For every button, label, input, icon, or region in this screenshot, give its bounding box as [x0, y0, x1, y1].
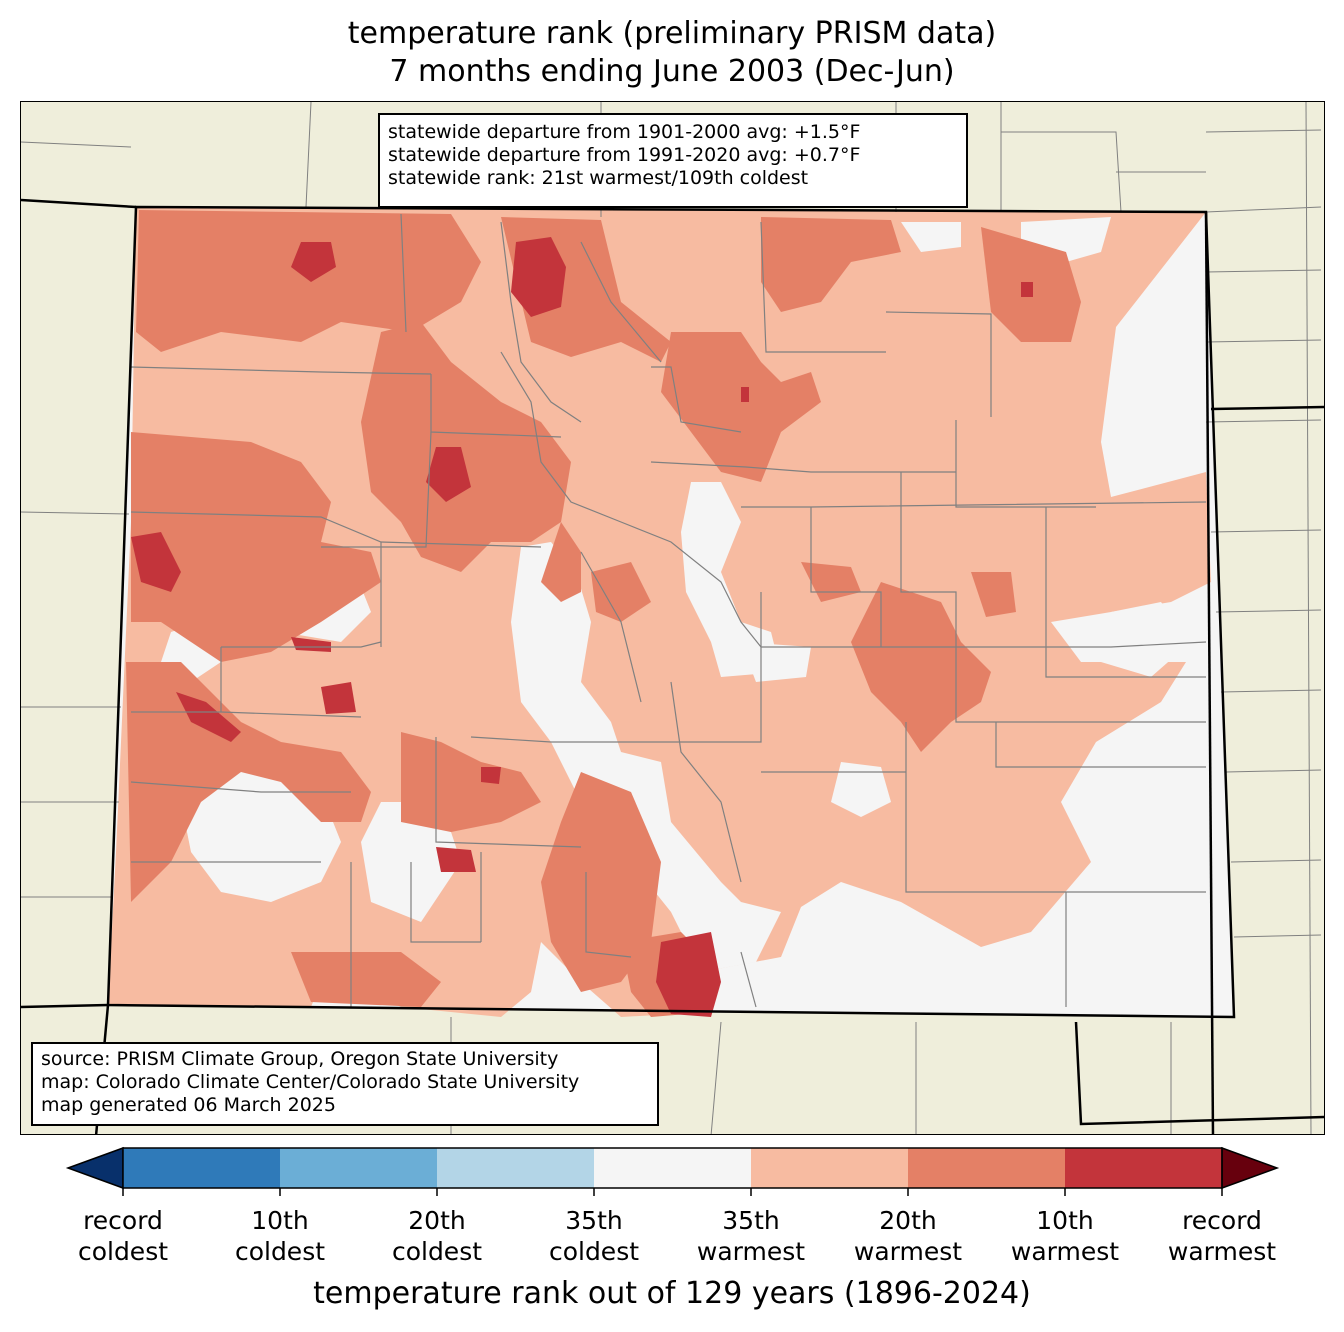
colorbar-segment-3 [437, 1148, 594, 1188]
colorbar-tick-label-rank: 20th [408, 1206, 466, 1235]
colorbar-tick-label-direction: warmest [1010, 1237, 1120, 1266]
colorbar-tick-label-direction: coldest [234, 1237, 326, 1266]
colorbar-segment-1 [123, 1148, 280, 1188]
state-boundaries [21, 198, 1324, 1134]
stats-statewide-rank: statewide rank: 21st warmest/109th colde… [388, 167, 809, 189]
source-line: source: PRISM Climate Group, Oregon Stat… [41, 1048, 559, 1070]
stats-departure-1991-2020: statewide departure from 1991-2020 avg: … [388, 144, 861, 166]
colorbar-segment-5 [751, 1148, 908, 1188]
county-boundaries [130, 213, 1207, 1008]
colorado-temperature-rank-map [20, 101, 1325, 1135]
colorbar-segment-2 [280, 1148, 437, 1188]
colorbar-tick-label-direction: warmest [853, 1237, 963, 1266]
colorbar-tick-label: 20th coldest [357, 1205, 517, 1267]
colorbar-arrow-record-coldest [65, 1146, 124, 1190]
colorbar-tick-label-rank: 35th [565, 1206, 623, 1235]
map-credit-line: map: Colorado Climate Center/Colorado St… [41, 1071, 580, 1093]
colorbar-segment-7 [1065, 1148, 1222, 1188]
colorbar-segment-6 [908, 1148, 1065, 1188]
colorbar-tick-label-rank: 10th [251, 1206, 309, 1235]
map-title-line-2: 7 months ending June 2003 (Dec-Jun) [389, 54, 955, 89]
colorbar-tick-label-rank: record [83, 1206, 163, 1235]
colorbar-tick-label-rank: 35th [722, 1206, 780, 1235]
generated-date-line: map generated 06 March 2025 [41, 1094, 336, 1116]
colorbar-tick-label-rank: 10th [1036, 1206, 1094, 1235]
colorbar-tick-label-direction: coldest [391, 1237, 483, 1266]
rank-region-near-normal [511, 542, 781, 972]
colorbar-tick-label: 10th warmest [985, 1205, 1145, 1267]
map-title-line-1: temperature rank (preliminary PRISM data… [347, 16, 997, 51]
rank-region-10th-warmest [131, 237, 1033, 1017]
colorbar-tick-label-direction: warmest [1167, 1237, 1277, 1266]
colorbar-tick-label: 35th coldest [514, 1205, 674, 1267]
source-attribution-box: source: PRISM Climate Group, Oregon Stat… [31, 1042, 659, 1126]
colorbar-arrow-record-warmest [1221, 1146, 1280, 1190]
colorbar-tick-label: record warmest [1142, 1205, 1302, 1267]
colorbar-tick-label: record coldest [43, 1205, 203, 1267]
colorbar-legend [60, 1140, 1290, 1330]
statewide-stats-box: statewide departure from 1901-2000 avg: … [378, 113, 968, 208]
colorbar-tick-label-direction: coldest [548, 1237, 640, 1266]
colorbar-tick-label: 10th coldest [200, 1205, 360, 1267]
colorbar-tick-label: 35th warmest [671, 1205, 831, 1267]
colorbar-tick-label-rank: record [1182, 1206, 1262, 1235]
stats-departure-1901-2000: statewide departure from 1901-2000 avg: … [388, 121, 861, 143]
colorbar-title: temperature rank out of 129 years (1896-… [313, 1276, 1031, 1311]
rank-region-20th-warmest [126, 210, 1081, 1017]
colorbar-segment-4 [594, 1148, 751, 1188]
colorbar-tick-label-rank: 20th [879, 1206, 937, 1235]
colorbar-tick-label-direction: warmest [696, 1237, 806, 1266]
colorbar-tick-label-direction: coldest [77, 1237, 169, 1266]
colorbar-tick-label: 20th warmest [828, 1205, 988, 1267]
